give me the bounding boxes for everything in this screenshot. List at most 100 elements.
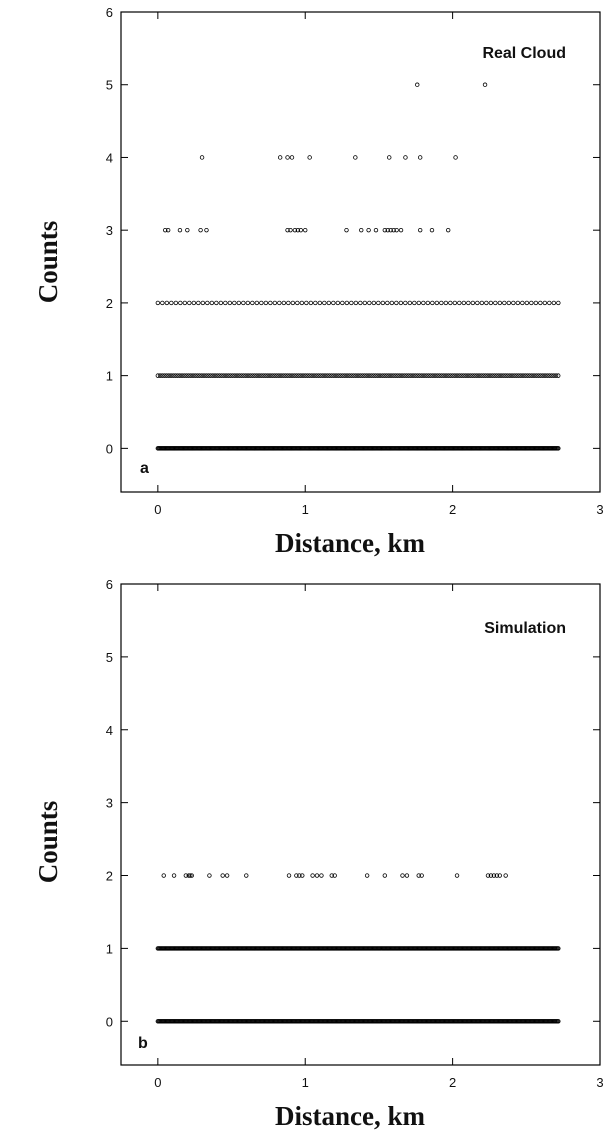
y-tick-label: 6 [106,5,113,20]
data-point [367,300,372,306]
data-point [353,300,359,306]
data-point [498,373,504,378]
data-point [402,373,407,378]
data-point [294,873,299,878]
data-point [454,873,460,878]
data-point [485,873,491,878]
panel-a-x-axis-label: Distance, km [275,528,425,558]
data-point [443,373,449,378]
data-point [556,300,561,306]
data-point [515,300,521,306]
data-point [250,373,255,378]
data-point [331,373,337,378]
data-point [310,873,315,878]
data-point [212,373,218,378]
data-point [463,373,469,378]
data-point [177,227,183,233]
data-point [335,300,341,306]
data-point [399,373,405,378]
data-point [505,373,510,378]
y-tick-label: 3 [106,796,113,811]
data-point [287,373,293,378]
data-point [375,373,381,378]
data-point [503,873,508,878]
data-point [245,300,251,306]
data-point [344,373,350,378]
y-tick-label: 2 [106,869,113,884]
data-point [234,373,240,378]
data-point [236,300,242,306]
data-point [492,373,497,378]
y-tick-label: 4 [106,150,113,165]
data-point [475,300,480,306]
data-point [169,300,174,306]
data-point [171,373,176,378]
data-point [272,373,277,378]
data-point [232,373,238,378]
data-point [432,373,438,378]
data-point [283,373,288,378]
data-point [338,373,343,378]
data-point [162,373,167,378]
data-point [205,300,210,306]
data-point [226,373,231,378]
data-point [285,373,290,378]
data-point [362,300,368,306]
data-point [376,300,381,306]
data-point [244,873,249,878]
data-point [326,300,332,306]
data-point [232,300,237,306]
data-point [177,373,183,378]
data-point [482,82,488,87]
data-point [198,227,203,233]
data-point [410,373,416,378]
data-point [366,227,371,233]
data-point [404,873,410,878]
data-point [179,373,185,378]
data-point [394,227,399,233]
data-point [332,873,337,878]
y-tick-label: 4 [106,723,113,738]
data-point [329,373,334,378]
data-point [454,373,460,378]
data-point [184,373,189,378]
data-point [434,300,440,306]
data-point [400,873,405,878]
data-point [220,873,225,878]
data-point [263,300,269,306]
data-point [542,300,548,306]
data-point [556,373,561,378]
data-point [161,873,166,878]
data-point [311,373,317,378]
panel-b: 0 1 2 3 4 5 6 0 1 2 3 Simulation b Counts Distanc… [33,577,604,1131]
data-point [201,373,207,378]
data-point [197,373,202,378]
data-point [417,155,423,160]
data-point [371,300,377,306]
data-point [256,373,262,378]
data-point [417,373,422,378]
data-point [382,873,388,878]
data-point [364,373,370,378]
data-point [204,373,209,378]
data-point [307,155,312,160]
data-point [307,373,312,378]
data-point [487,373,493,378]
data-point [491,873,497,878]
data-point [380,373,385,378]
data-point [245,373,251,378]
data-point [403,300,408,306]
panel-a: 0 1 2 3 4 5 6 0 1 2 3 Real Cloud a Counts Distanc… [33,5,604,558]
data-point [228,373,233,378]
data-point [520,373,526,378]
data-point [278,373,284,378]
data-point [393,373,398,378]
data-point [188,873,193,878]
data-point [254,300,260,306]
data-point [294,373,299,378]
x-tick-label: 2 [449,1075,456,1090]
data-point [514,373,519,378]
data-point [285,227,290,233]
data-point [215,373,220,378]
data-point [476,373,482,378]
